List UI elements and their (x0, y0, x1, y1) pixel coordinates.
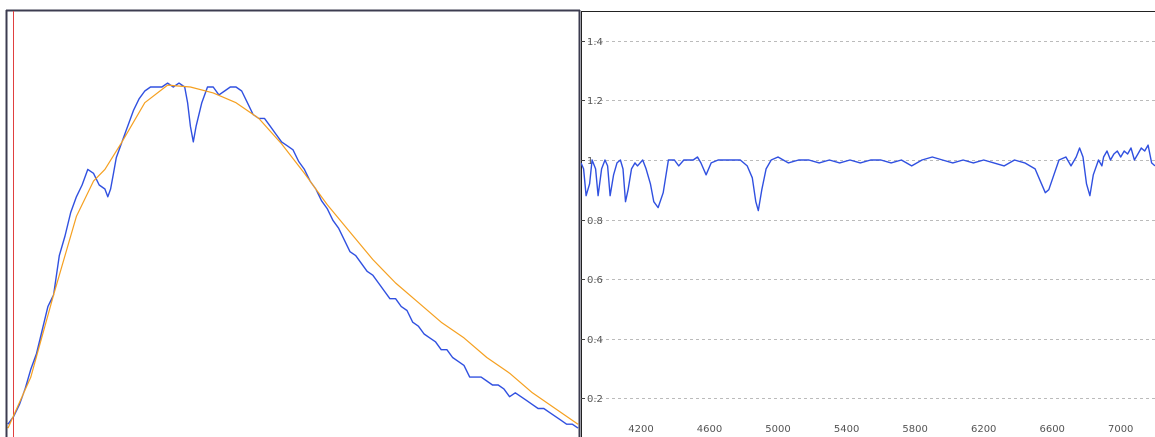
x-tick-label: 5800 (902, 424, 927, 435)
normalized-spectrum-chart: 0.2 0.4 0.6 0.8 1 1.2 1.4 4200 4600 5000 5400 5800 6… (581, 11, 1155, 437)
plot-area (6, 10, 580, 437)
x-tick-label: 6600 (1039, 424, 1064, 435)
x-tick-label: 4200 (628, 424, 653, 435)
y-tick-label: 1.2 (587, 96, 603, 107)
observed-profile-line (7, 82, 579, 429)
x-tick-label: 5400 (834, 424, 859, 435)
y-tick-label: 1 (587, 156, 593, 167)
y-tick-label: 0.6 (587, 275, 603, 286)
x-tick-label: 5000 (765, 424, 790, 435)
y-tick-label: 0.8 (587, 216, 603, 227)
x-tick-label: 4600 (697, 424, 722, 435)
profile-chart (5, 9, 581, 437)
continuum-fit-line (7, 84, 579, 429)
x-tick-label: 6200 (971, 424, 996, 435)
y-tick-label: 0.4 (587, 335, 603, 346)
profile-chart-panel (5, 9, 581, 437)
x-tick-label: 7000 (1108, 424, 1133, 435)
y-tick-label: 0.2 (587, 394, 603, 405)
normalized-spectrum-panel: 0.2 0.4 0.6 0.8 1 1.2 1.4 4200 4600 5000 5400 5800 6… (581, 0, 1155, 437)
normalized-spectrum-line (581, 144, 1155, 212)
y-tick-label: 1.4 (587, 37, 603, 48)
